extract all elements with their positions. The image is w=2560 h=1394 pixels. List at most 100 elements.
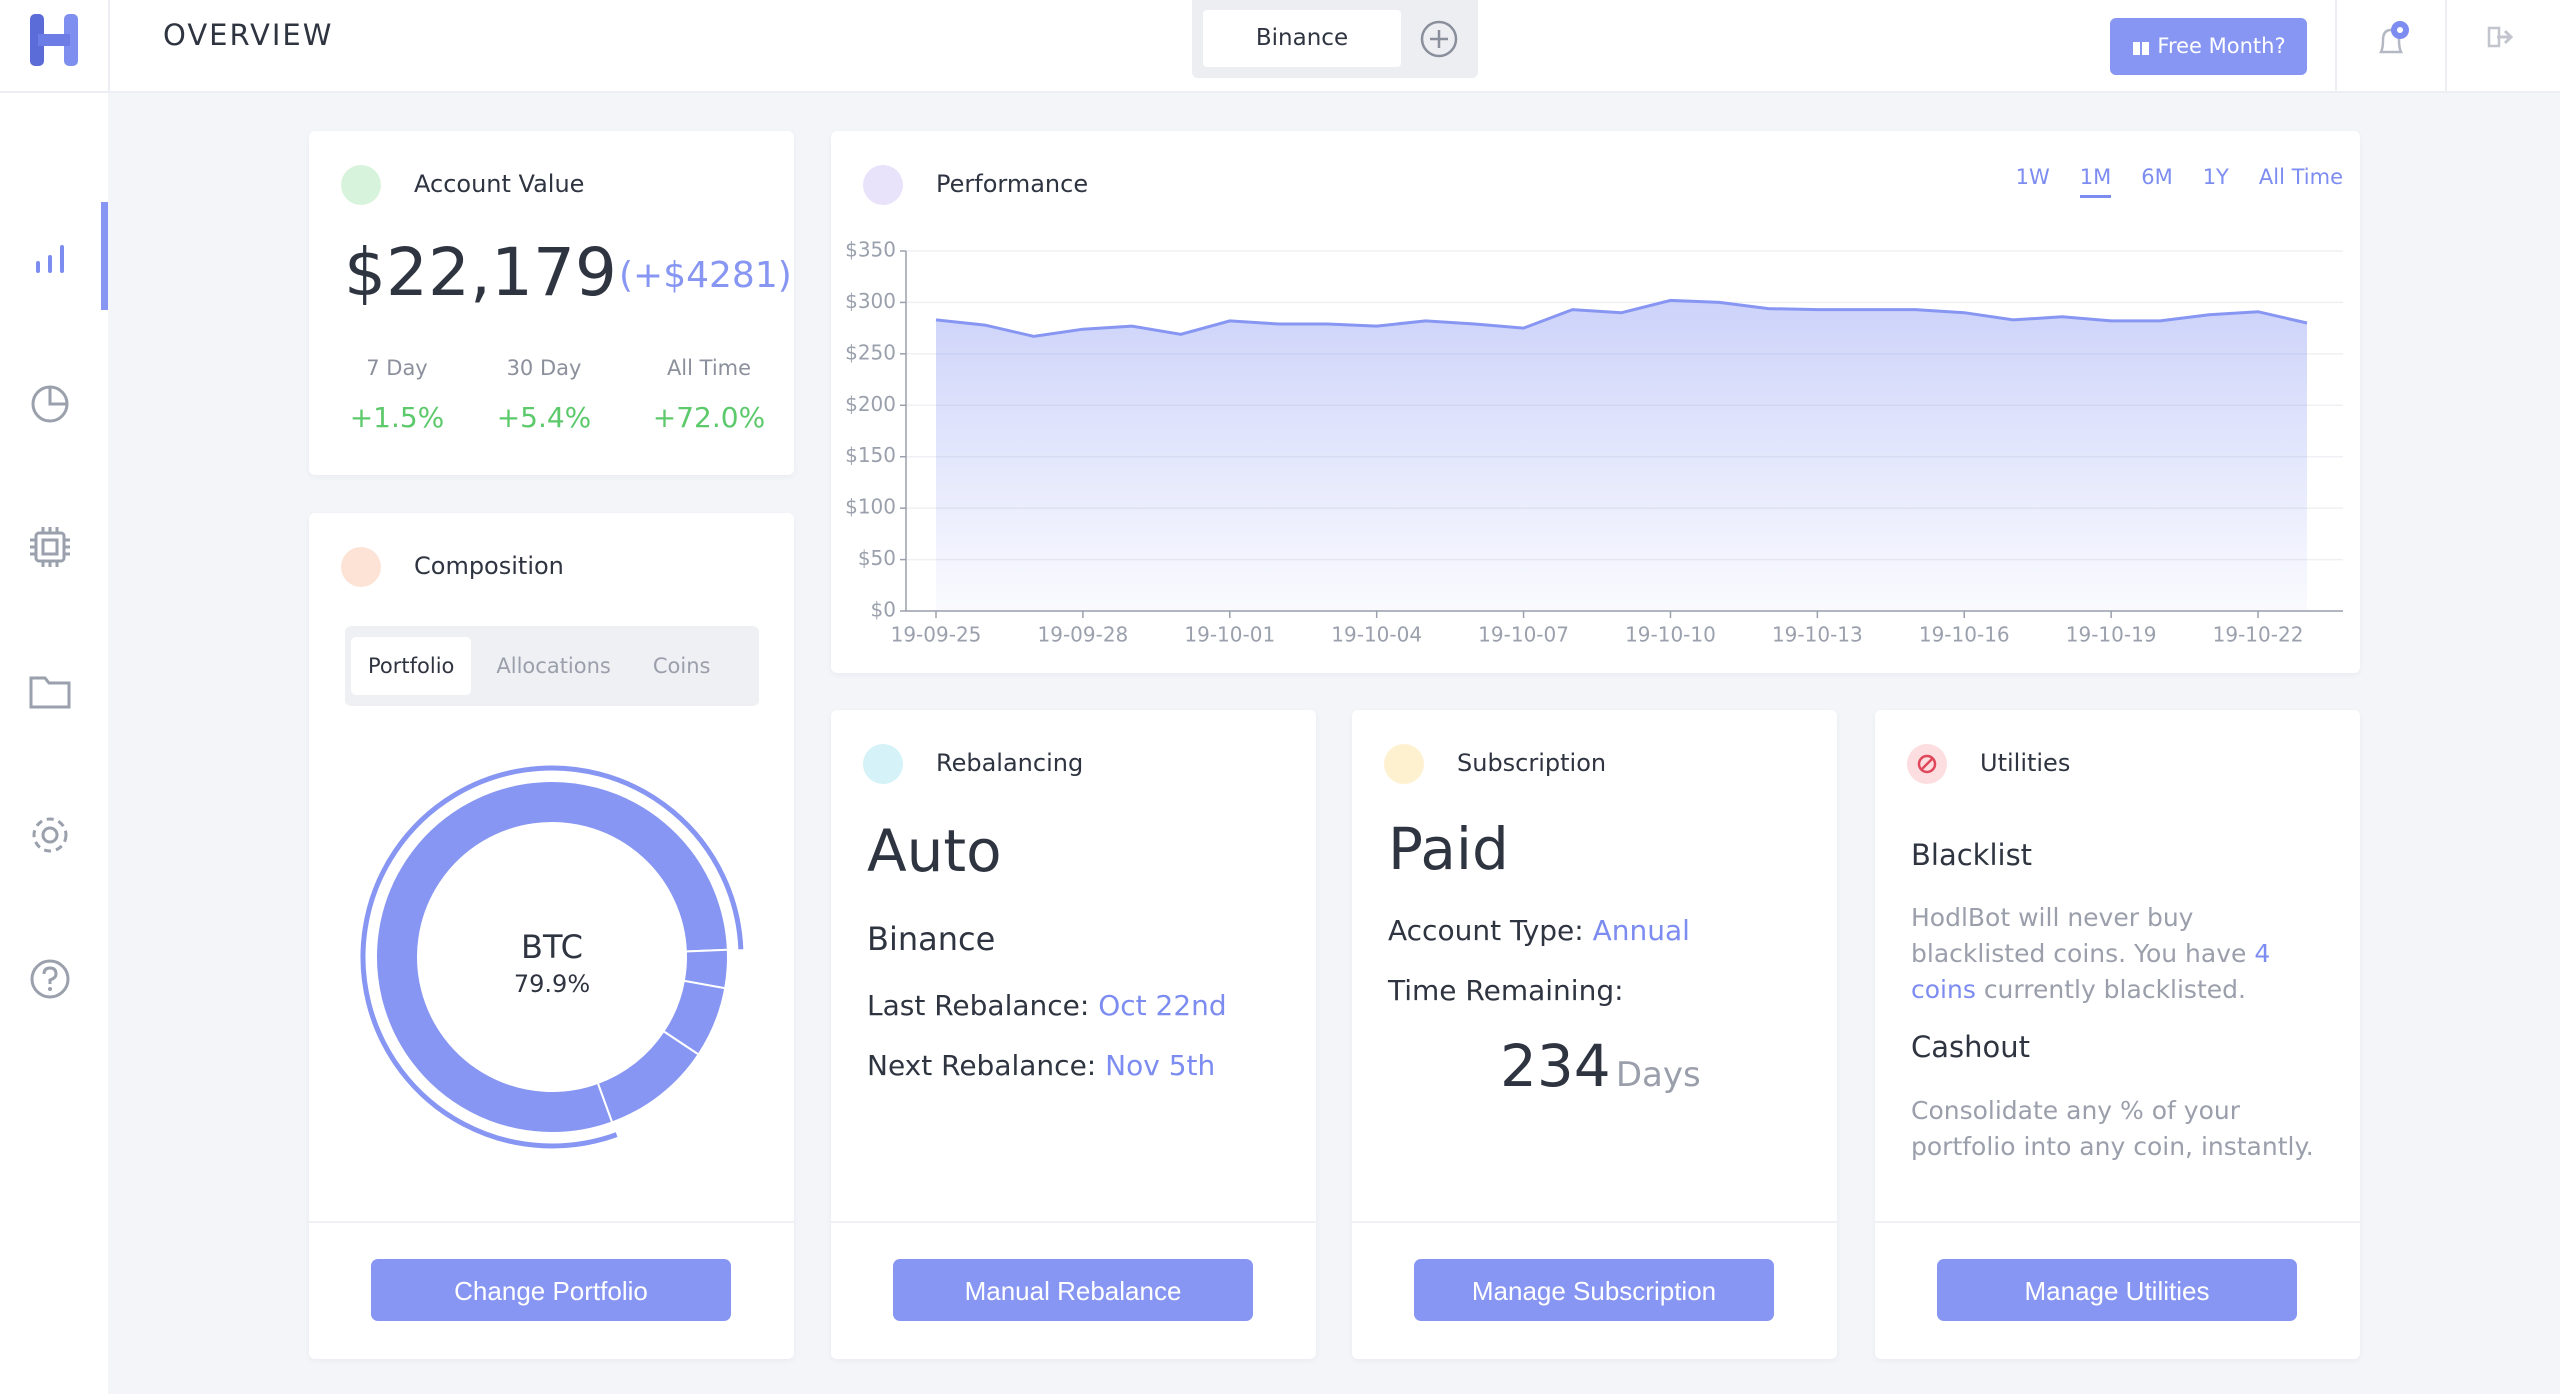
- center-label: BTC: [521, 928, 583, 966]
- active-indicator: [101, 202, 108, 310]
- top-bar: OVERVIEW Binance Free Month?: [0, 0, 2560, 93]
- separator: [2445, 0, 2447, 91]
- x-tick-label: 19-10-13: [1772, 623, 1863, 647]
- divider: [309, 1221, 794, 1223]
- x-tick-label: 19-10-16: [1919, 623, 2010, 647]
- subscription-card: Subscription Paid Account Type: Annual T…: [1352, 710, 1837, 1359]
- performance-chart: $0 $50 $100 $150 $200 $250 $300 $350 19-09-25 19-…: [845, 238, 2343, 647]
- divider: [1875, 1221, 2360, 1223]
- account-type: Account Type: Annual: [1388, 913, 1690, 949]
- tab[interactable]: Coins: [652, 654, 711, 678]
- y-tick-label: $50: [858, 546, 896, 570]
- y-tick-label: $150: [845, 443, 896, 467]
- stat-label: 30 Day: [506, 356, 582, 380]
- stat-label: 7 Day: [366, 356, 428, 380]
- range-option[interactable]: All Time: [2258, 165, 2343, 189]
- nav-overview[interactable]: [30, 239, 70, 279]
- manual-rebalance-button[interactable]: Manual Rebalance: [893, 1259, 1253, 1321]
- donut-segment: [596, 1029, 700, 1124]
- nav-portfolio[interactable]: [28, 382, 72, 426]
- manage-subscription-button[interactable]: Manage Subscription: [1414, 1259, 1774, 1321]
- days-count: 234: [1500, 1032, 1611, 1100]
- range-option[interactable]: 1W: [2015, 165, 2050, 189]
- x-tick-label: 19-09-25: [891, 623, 982, 647]
- card-icon: [341, 547, 381, 587]
- card-icon: [1907, 744, 1947, 784]
- days-unit: Days: [1615, 1055, 1701, 1095]
- y-tick-label: $350: [845, 238, 896, 262]
- account-value-card: Account Value $22,179 (+$4281) 7 Day +1.…: [309, 131, 794, 475]
- x-tick-label: 19-10-04: [1331, 623, 1422, 647]
- label: Last Rebalance:: [867, 989, 1090, 1022]
- composition-card: Composition Portfolio Allocations Coins …: [309, 513, 794, 1359]
- nav-help[interactable]: [28, 957, 72, 1001]
- tab-group: Portfolio Allocations Coins: [345, 626, 759, 706]
- x-tick-label: 19-10-01: [1184, 623, 1275, 647]
- x-tick-label: 19-10-07: [1478, 623, 1569, 647]
- nav-files[interactable]: [28, 669, 72, 713]
- x-tick-label: 19-10-22: [2213, 623, 2304, 647]
- gift-icon: [2133, 42, 2150, 55]
- manage-utilities-button[interactable]: Manage Utilities: [1937, 1259, 2297, 1321]
- notifications[interactable]: [2373, 18, 2413, 64]
- value: Oct 22nd: [1098, 989, 1227, 1022]
- y-tick-label: $200: [845, 392, 896, 416]
- card-icon: [341, 165, 381, 205]
- change-portfolio-button[interactable]: Change Portfolio: [371, 1259, 731, 1321]
- tab[interactable]: Portfolio: [351, 637, 472, 695]
- add-exchange[interactable]: [1419, 19, 1459, 59]
- nav-settings[interactable]: [28, 813, 72, 857]
- time-remaining: 234 Days: [1500, 1030, 1701, 1102]
- card-icon: [863, 165, 903, 205]
- stat-value: +72.0%: [652, 401, 766, 434]
- blacklist-link[interactable]: 4 coins: [1911, 939, 2271, 1004]
- account-value: $22,179: [344, 234, 617, 311]
- donut-chart: BTC 79.9%: [360, 765, 744, 1149]
- y-tick-label: $100: [845, 495, 896, 519]
- card-title: Utilities: [1980, 749, 2071, 777]
- y-tick-label: $0: [871, 598, 896, 622]
- rebalancing-card: Rebalancing Auto Binance Last Rebalance:…: [831, 710, 1316, 1359]
- card-title: Performance: [936, 170, 1089, 198]
- range-option[interactable]: 1Y: [2202, 165, 2229, 189]
- text: currently blacklisted.: [1983, 975, 2246, 1004]
- blacklist-title: Blacklist: [1911, 838, 2033, 872]
- promo-button[interactable]: Free Month?: [2110, 18, 2307, 75]
- page-title: OVERVIEW: [163, 18, 334, 52]
- label: Account Type:: [1388, 914, 1584, 947]
- promo-label: Free Month?: [2157, 34, 2286, 58]
- card-title: Rebalancing: [936, 749, 1084, 777]
- card-icon: [863, 744, 903, 784]
- account-change: (+$4281): [619, 255, 792, 296]
- x-tick-label: 19-10-10: [1625, 623, 1716, 647]
- sidebar: [0, 93, 108, 1394]
- exchange-tab[interactable]: Binance: [1203, 10, 1401, 67]
- blacklist-text: HodlBot will never buy blacklisted coins…: [1911, 900, 2331, 1008]
- logo[interactable]: [28, 12, 80, 68]
- logout[interactable]: [2485, 22, 2515, 52]
- y-tick-label: $300: [845, 289, 896, 313]
- card-title: Composition: [414, 552, 564, 580]
- subscription-status: Paid: [1388, 815, 1509, 883]
- card-title: Subscription: [1457, 749, 1607, 777]
- range-option[interactable]: 6M: [2141, 165, 2173, 189]
- stat-label: All Time: [666, 356, 752, 380]
- x-tick-label: 19-10-19: [2066, 623, 2157, 647]
- segment-highlight: [360, 765, 744, 1149]
- range-option[interactable]: 1M: [2079, 165, 2112, 198]
- tab[interactable]: Allocations: [496, 654, 611, 678]
- ban-icon: [1917, 754, 1937, 774]
- utilities-card: Utilities Blacklist HodlBot will never b…: [1875, 710, 2360, 1359]
- divider: [831, 1221, 1316, 1223]
- exchange-tabs: Binance: [1192, 0, 1478, 78]
- nav-bots[interactable]: [28, 525, 72, 569]
- range-selector: 1W 1M 6M 1Y All Time: [2016, 165, 2343, 198]
- center-value: 79.9%: [514, 970, 590, 998]
- cashout-title: Cashout: [1911, 1030, 2031, 1064]
- last-rebalance: Last Rebalance: Oct 22nd: [867, 988, 1227, 1024]
- rebalance-exchange: Binance: [867, 920, 996, 958]
- separator: [108, 0, 110, 91]
- separator: [2335, 0, 2337, 91]
- stat-value: +1.5%: [349, 401, 445, 434]
